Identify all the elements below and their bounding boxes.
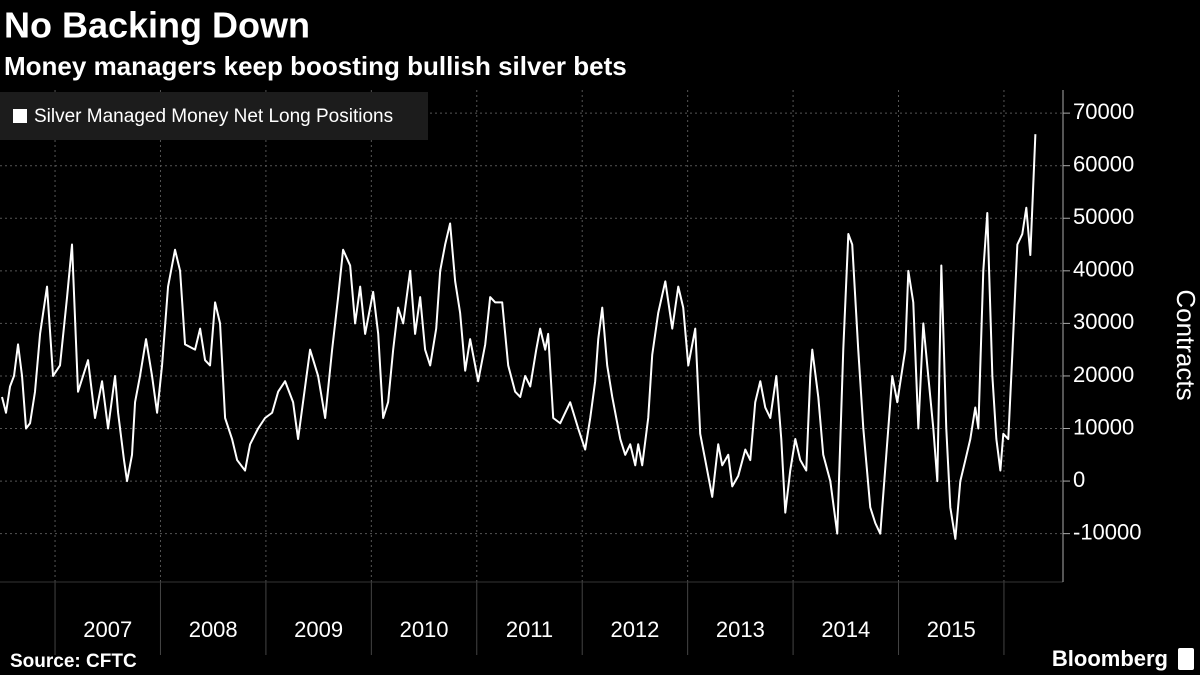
legend-swatch	[13, 109, 27, 123]
brand: Bloomberg	[1052, 646, 1168, 671]
x-tick-label: 2012	[610, 617, 659, 642]
x-tick-label: 2011	[506, 617, 553, 642]
y-tick-label: -10000	[1073, 519, 1142, 544]
x-tick-label: 2014	[821, 617, 870, 642]
x-tick-label: 2008	[189, 617, 238, 642]
y-tick-label: 30000	[1073, 309, 1134, 334]
y-tick-label: 60000	[1073, 152, 1134, 177]
legend-box	[0, 92, 428, 140]
line-series	[1, 134, 1037, 540]
y-tick-label: 10000	[1073, 414, 1134, 439]
source: Source: CFTC	[10, 651, 137, 672]
y-axis-label: Contracts	[1171, 289, 1200, 400]
legend-label: Silver Managed Money Net Long Positions	[34, 106, 393, 127]
y-tick-label: 70000	[1073, 99, 1134, 124]
y-tick-label: 0	[1073, 467, 1085, 492]
x-tick-label: 2015	[927, 617, 976, 642]
chart-subtitle: Money managers keep boosting bullish sil…	[4, 51, 627, 81]
x-tick-label: 2010	[400, 617, 449, 642]
y-tick-label: 40000	[1073, 257, 1134, 282]
chart-title: No Backing Down	[4, 5, 310, 46]
brand-icon	[1178, 648, 1194, 670]
x-tick-label: 2013	[716, 617, 765, 642]
y-tick-label: 50000	[1073, 204, 1134, 229]
y-tick-label: 20000	[1073, 362, 1134, 387]
x-tick-label: 2009	[294, 617, 343, 642]
x-tick-label: 2007	[83, 617, 132, 642]
